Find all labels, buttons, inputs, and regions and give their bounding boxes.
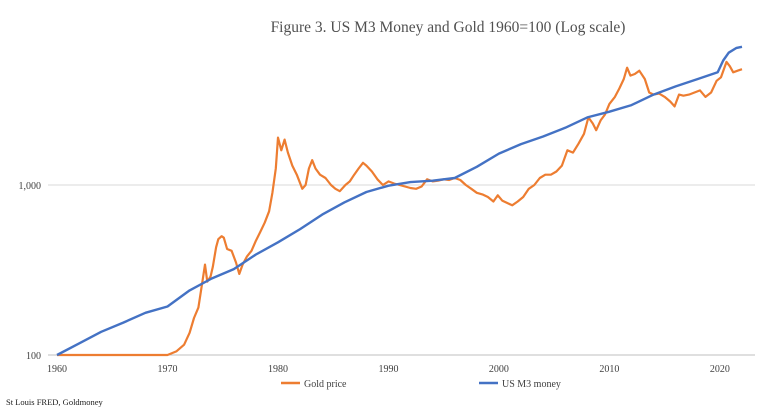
x-tick-label-2000: 2000	[489, 364, 509, 375]
source-note: St Louis FRED, Goldmoney	[6, 397, 103, 407]
x-tick-label-2010: 2010	[599, 364, 619, 375]
legend-label-gold-price: Gold price	[304, 379, 347, 390]
x-tick-label-1990: 1990	[378, 364, 398, 375]
x-tick-label-1970: 1970	[157, 364, 177, 375]
x-tick-label-1960: 1960	[47, 364, 67, 375]
series-line-us-m3-money	[56, 45, 743, 357]
series-line-gold-price	[57, 60, 743, 357]
x-tick-labels: 1960 1970 1980 1990 2000 2010 2020	[47, 364, 730, 375]
x-tick-label-2020: 2020	[710, 364, 730, 375]
x-tick-label-1980: 1980	[268, 364, 288, 375]
legend-label-us-m3-money: US M3 money	[502, 379, 561, 390]
y-tick-label-100: 100	[26, 351, 41, 362]
y-tick-label-1000: 1,000	[19, 181, 42, 192]
legend: Gold price US M3 money	[281, 379, 561, 390]
chart-title: Figure 3. US M3 Money and Gold 1960=100 …	[271, 19, 626, 36]
